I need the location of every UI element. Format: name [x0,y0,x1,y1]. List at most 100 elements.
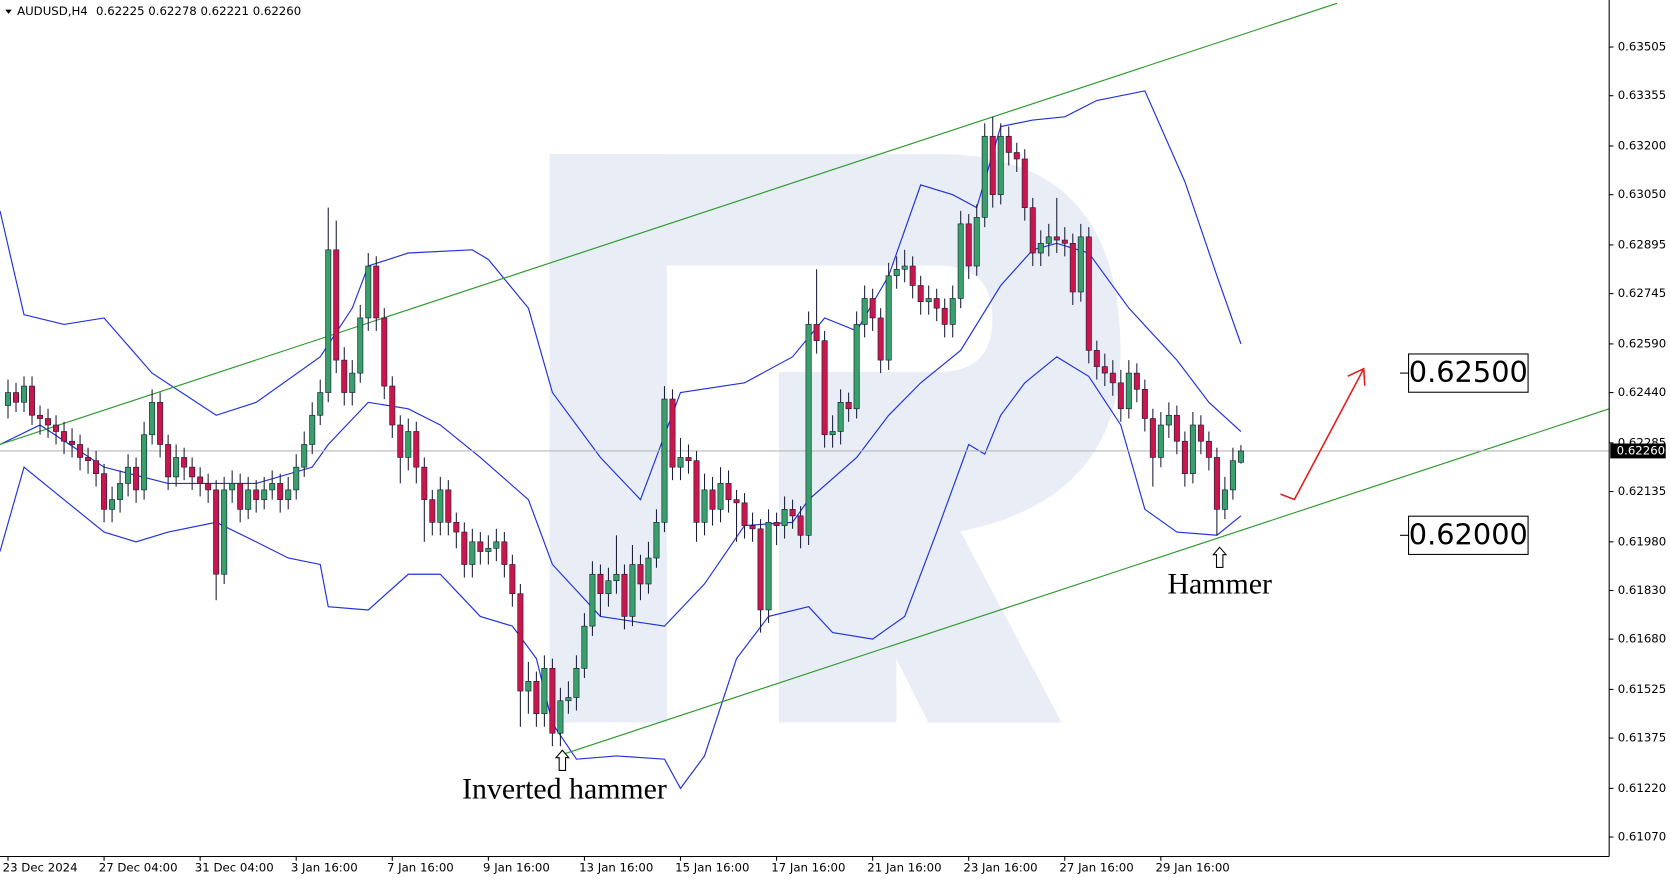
candle-body [1005,135,1012,153]
pattern-arrow [1212,546,1228,568]
candle-body [885,275,892,361]
candle-body [565,697,572,702]
candle-body [581,625,588,669]
candle-body [1213,457,1220,510]
y-tick-label: 0.61830 [1618,583,1667,597]
x-tick-label: 9 Jan 16:00 [483,861,550,875]
candle-body [85,457,92,462]
candle-body [293,466,300,491]
candle-body [661,398,668,523]
candle-body [29,385,36,416]
candle-body [901,265,908,270]
candle-body [61,431,68,442]
x-tick-label: 7 Jan 16:00 [387,861,454,875]
candle-body [389,385,396,426]
pattern-arrow [554,749,570,771]
candle-body [669,398,676,468]
candle-body [773,522,780,526]
y-tick-label: 0.62135 [1618,484,1667,498]
candle-body [109,499,116,510]
y-tick-label: 0.62745 [1618,286,1667,300]
x-tick-label: 29 Jan 16:00 [1156,861,1230,875]
candle-body [1125,372,1132,410]
candle-body [421,466,428,500]
candle-body [221,489,228,575]
forecast-arrow [1280,367,1366,501]
candle-body [1077,236,1084,293]
y-tick-label: 0.63050 [1618,187,1667,201]
candle-body [1237,450,1244,463]
candle-body [965,223,972,267]
candle-body [653,522,660,559]
x-tick-label: 17 Jan 16:00 [771,861,845,875]
y-tick-label: 0.61680 [1618,632,1667,646]
y-tick-label: 0.63505 [1618,40,1667,54]
candle-body [1133,372,1140,390]
candle-body [781,509,788,526]
candle-body [1045,236,1052,244]
candle-body [1165,414,1172,426]
candle-body [285,489,292,500]
candle-body [837,401,844,432]
x-tick-label: 3 Jan 16:00 [291,861,358,875]
x-tick-label: 31 Dec 04:00 [195,861,274,875]
candle-body [77,444,84,458]
candle-body [325,249,332,393]
ohlc-readout: 0.62225 0.62278 0.62221 0.62260 [96,4,301,18]
candle-body [613,573,620,582]
candle-body [621,573,628,617]
bollinger-band [0,356,1242,790]
candle-body [717,483,724,510]
candle-body [1061,239,1068,244]
candle-body [173,457,180,478]
candle-body [933,298,940,309]
candle-body [101,473,108,510]
candle-body [741,502,748,526]
candle-body [157,401,164,445]
candle-body [549,668,556,734]
y-tick-label: 0.61220 [1618,781,1667,795]
candle-body [149,401,156,436]
candle-body [861,298,868,325]
candle-body [685,457,692,462]
candle-body [1109,372,1116,384]
trend-line [557,408,1610,757]
x-tick-label: 27 Dec 04:00 [99,861,178,875]
candle-body [573,668,580,698]
candle-body [733,499,740,504]
x-tick-label: 15 Jan 16:00 [675,861,749,875]
candle-body [501,541,508,565]
candle-body [821,340,828,436]
candle-body [357,317,364,374]
candle-body [93,460,100,474]
candle-body [789,509,796,517]
candle-body [1173,414,1180,442]
candle-body [405,431,412,458]
bollinger-band [0,90,1242,501]
candle-body [925,298,932,303]
candle-body [757,528,764,611]
plot-area [0,2,1610,790]
candle-body [605,580,612,595]
candle-body [445,489,452,523]
y-tick-label: 0.62440 [1618,385,1667,399]
candle-body [693,460,700,523]
candle-body [813,324,820,341]
candle-body [1029,207,1036,254]
candle-body [877,317,884,361]
x-tick-label: 23 Dec 2024 [3,861,78,875]
candle-body [949,298,956,325]
candle-body [413,431,420,468]
candle-body [365,265,372,319]
candle-body [477,541,484,552]
candle-body [853,324,860,410]
candle-body [597,573,604,595]
candle-body [725,483,732,500]
candle-body [1101,366,1108,374]
menu-triangle[interactable] [5,9,12,14]
annotation: Hammer [1167,567,1272,600]
candle-body [45,418,52,426]
candle-body [53,424,60,432]
candle-body [245,489,252,510]
